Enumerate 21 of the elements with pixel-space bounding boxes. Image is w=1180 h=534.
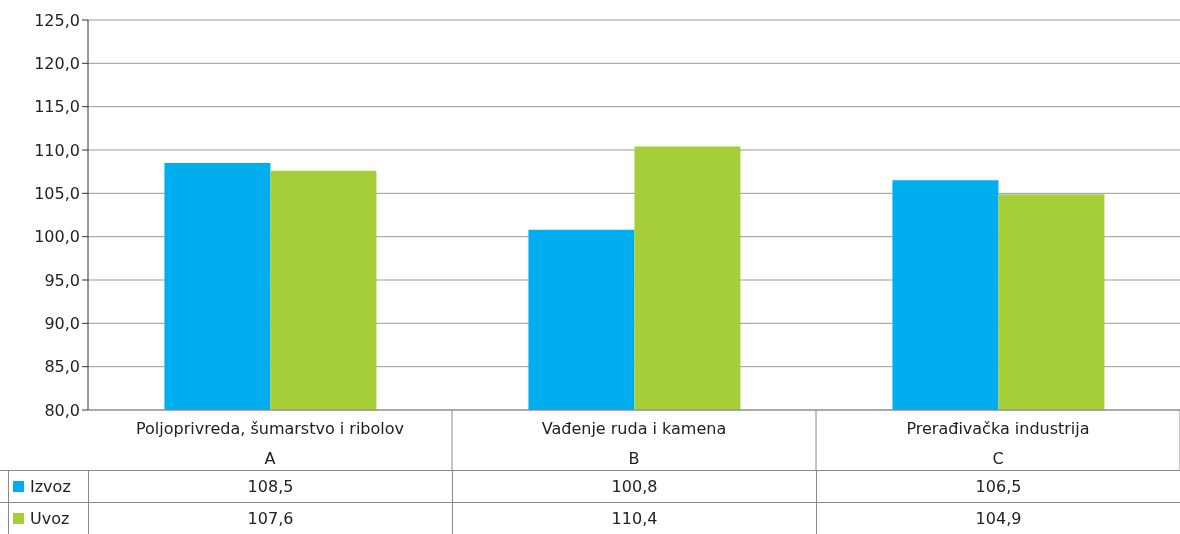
legend-label: Uvoz [30, 509, 70, 528]
y-tick-label: 90,0 [44, 314, 80, 334]
y-tick-label: 125,0 [34, 10, 80, 30]
x-tick-label: Vađenje ruda i kamena B [541, 419, 727, 468]
legend-label: Izvoz [30, 477, 71, 496]
data-label: 104,9 [817, 503, 1180, 534]
data-label: 108,5 [89, 471, 453, 502]
y-tick-label: 85,0 [44, 357, 80, 377]
y-tick-label: 120,0 [34, 54, 80, 74]
x-tick-label: Prerađivačka industrija C [906, 419, 1090, 468]
data-label: 107,6 [89, 503, 453, 534]
y-tick-label: 115,0 [34, 97, 80, 117]
data-label: 106,5 [817, 471, 1180, 502]
y-tick-label: 100,0 [34, 227, 80, 247]
x-tick-label: Poljoprivreda, šumarstvo i ribolov A [136, 419, 404, 468]
y-tick-label: 110,0 [34, 140, 80, 160]
data-label: 100,8 [453, 471, 817, 502]
y-tick-label: 95,0 [44, 270, 80, 290]
y-tick-label: 80,0 [44, 400, 80, 420]
data-label: 110,4 [453, 503, 817, 534]
y-tick-label: 105,0 [34, 184, 80, 204]
